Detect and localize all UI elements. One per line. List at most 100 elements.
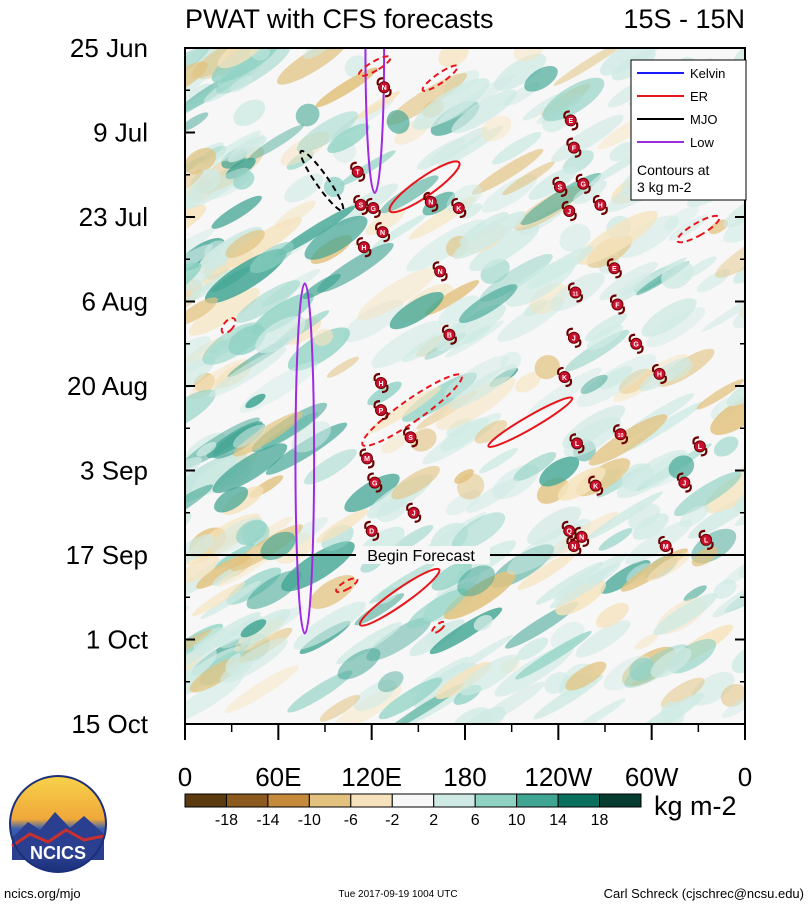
storm-eye bbox=[659, 539, 672, 552]
anomaly-blob bbox=[665, 360, 693, 382]
storm-label: J bbox=[682, 480, 686, 487]
anomaly-blob bbox=[683, 585, 707, 602]
storm-label: S bbox=[358, 203, 363, 210]
anomaly-blob bbox=[209, 347, 287, 397]
anomaly-blob bbox=[221, 134, 265, 162]
storm-eye bbox=[653, 367, 666, 380]
storm-label: D bbox=[369, 529, 374, 536]
storm-marker: N bbox=[423, 191, 439, 213]
anomaly-blob bbox=[185, 204, 207, 239]
storm-marker: D bbox=[364, 520, 380, 541]
anomaly-blob bbox=[535, 561, 603, 605]
anomaly-blob bbox=[673, 471, 742, 517]
storm-marker: N bbox=[375, 221, 391, 243]
storm-arm bbox=[364, 520, 380, 541]
er-contour bbox=[220, 317, 237, 335]
anomaly-blob bbox=[742, 462, 809, 516]
anomaly-blob bbox=[555, 579, 607, 616]
storm-label: P bbox=[379, 408, 384, 415]
storm-arm bbox=[359, 448, 375, 469]
low-contour bbox=[294, 282, 316, 635]
anomaly-blob bbox=[526, 245, 594, 290]
storm-marker: G bbox=[575, 173, 591, 194]
anomaly-blob bbox=[703, 466, 745, 514]
anomaly-blob bbox=[634, 633, 658, 650]
colorbar-swatch bbox=[599, 793, 642, 808]
er-contour bbox=[487, 396, 574, 448]
anomaly-blob bbox=[225, 230, 265, 258]
anomaly-blob bbox=[378, 677, 443, 720]
storm-eye bbox=[611, 298, 624, 311]
storm-marker: J bbox=[676, 472, 692, 493]
storm-label: N bbox=[579, 535, 584, 542]
legend-note: 3 kg m-2 bbox=[637, 179, 692, 195]
anomaly-blob bbox=[436, 376, 516, 430]
anomaly-blob bbox=[185, 674, 243, 723]
er-contour bbox=[421, 64, 459, 92]
anomaly-blob bbox=[515, 372, 542, 393]
anomaly-blob bbox=[454, 469, 474, 484]
anomaly-blob bbox=[185, 228, 215, 280]
anomaly-blob bbox=[733, 48, 745, 63]
colorbar-tick-label: 18 bbox=[591, 812, 609, 829]
anomaly-blob bbox=[185, 389, 216, 433]
anomaly-blob bbox=[595, 602, 629, 628]
anomaly-blob bbox=[524, 65, 558, 92]
anomaly-blob bbox=[691, 546, 719, 567]
storm-label: H bbox=[657, 372, 662, 379]
storm-eye bbox=[376, 226, 389, 239]
storm-arm bbox=[563, 110, 579, 131]
storm-arm bbox=[552, 176, 568, 197]
anomaly-blob bbox=[185, 484, 213, 537]
storm-label: L bbox=[698, 444, 703, 451]
legend-label: Kelvin bbox=[690, 66, 725, 81]
storm-eye bbox=[375, 376, 387, 389]
anomaly-blob bbox=[147, 446, 179, 473]
anomaly-blob bbox=[424, 280, 480, 316]
anomaly-blob bbox=[431, 561, 472, 591]
anomaly-blob bbox=[647, 552, 691, 582]
anomaly-blob bbox=[731, 643, 745, 674]
storm-label: E bbox=[612, 266, 617, 273]
anomaly-blob bbox=[230, 75, 254, 93]
anomaly-blob bbox=[715, 228, 745, 278]
storm-arm bbox=[566, 137, 582, 158]
x-tick-label: 0 bbox=[738, 762, 752, 792]
anomaly-blob bbox=[336, 622, 402, 665]
storm-marker: G bbox=[365, 197, 381, 219]
colorbar-tick-label: -18 bbox=[215, 812, 238, 829]
anomaly-blob bbox=[319, 694, 361, 722]
storm-label: S bbox=[408, 435, 413, 442]
storm-eye bbox=[567, 539, 580, 552]
colorbar-swatch bbox=[184, 793, 227, 808]
anomaly-blob bbox=[337, 648, 381, 680]
anomaly-blob bbox=[720, 683, 745, 707]
storm-eye bbox=[407, 506, 420, 519]
anomaly-blob bbox=[758, 176, 809, 216]
y-axis: 25 Jun 9 Jul 23 Jul 6 Aug 20 Aug 3 Sep 17 Sep 1… bbox=[66, 33, 745, 739]
storm-label: J bbox=[567, 209, 571, 216]
storm-marker: L bbox=[569, 433, 585, 454]
anomaly-blob bbox=[406, 219, 486, 272]
storm-marker: Q bbox=[561, 520, 577, 541]
storm-arm bbox=[561, 200, 577, 222]
anomaly-blob bbox=[534, 354, 560, 380]
storm-marker: J bbox=[566, 327, 582, 348]
storm-label: H bbox=[598, 203, 603, 210]
anomaly-blob bbox=[754, 157, 783, 180]
legend-label: ER bbox=[690, 89, 708, 104]
storm-arm bbox=[353, 194, 369, 216]
anomaly-blob bbox=[153, 467, 184, 492]
colorbar-tick-label: -2 bbox=[385, 812, 399, 829]
storm-eye bbox=[567, 141, 580, 154]
anomaly-blob bbox=[451, 89, 517, 134]
anomaly-blob bbox=[588, 569, 609, 584]
storm-label: J bbox=[572, 336, 576, 343]
storm-arm bbox=[569, 433, 585, 454]
anomaly-blob bbox=[276, 48, 349, 85]
anomaly-blob bbox=[185, 170, 204, 210]
anomaly-blob bbox=[527, 506, 582, 545]
x-tick-label: 120W bbox=[524, 762, 592, 792]
storm-eye bbox=[700, 533, 713, 546]
storm-eye bbox=[553, 180, 566, 193]
